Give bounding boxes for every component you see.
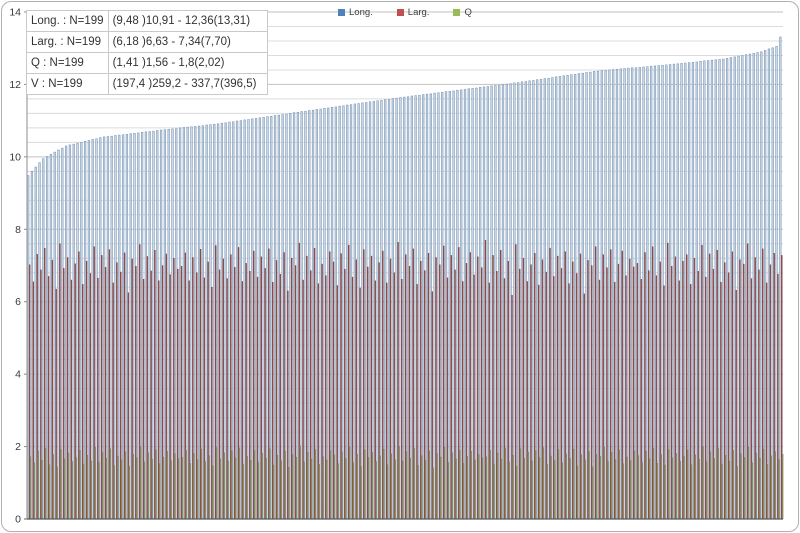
stats-larg-range: (6,18 )6,63 - 7,34(7,70) bbox=[107, 31, 268, 53]
legend-item-long[interactable]: Long. bbox=[338, 7, 373, 18]
stats-q-range: (1,41 )1,56 - 1,8(2,02) bbox=[107, 52, 268, 74]
stats-v-range: (197,4 )259,2 - 337,7(396,5) bbox=[107, 73, 268, 95]
stats-q-name: Q : N=199 bbox=[26, 52, 109, 74]
legend-item-larg[interactable]: Larg. bbox=[396, 7, 430, 18]
y-tick-label-12: 12 bbox=[9, 79, 21, 91]
stats-v-name: V : N=199 bbox=[26, 73, 109, 95]
stats-larg-name: Larg. : N=199 bbox=[26, 31, 109, 53]
stats-row-q: Q : N=199 (1,41 )1,56 - 1,8(2,02) bbox=[26, 52, 268, 74]
stats-row-v: V : N=199 (197,4 )259,2 - 337,7(396,5) bbox=[26, 73, 268, 95]
y-tick-label-2: 2 bbox=[15, 441, 21, 453]
legend-label-long: Long. bbox=[349, 7, 373, 18]
stats-long-range: (9,48 )10,91 - 12,36(13,31) bbox=[107, 10, 268, 32]
y-tick-label-8: 8 bbox=[15, 224, 21, 236]
stats-long-name: Long. : N=199 bbox=[26, 10, 109, 32]
q-series-swatch-icon bbox=[453, 9, 461, 16]
larg-series-swatch-icon bbox=[396, 9, 404, 16]
y-axis-tick-labels: 0 2 4 6 8 10 12 14 bbox=[9, 7, 21, 526]
y-tick-label-14: 14 bbox=[9, 7, 21, 19]
y-tick-label-10: 10 bbox=[9, 151, 21, 163]
long-series-swatch-icon bbox=[338, 9, 345, 16]
legend: Long. Larg. Q bbox=[338, 7, 472, 18]
stats-box[interactable]: Long. : N=199 (9,48 )10,91 - 12,36(13,31… bbox=[26, 10, 268, 95]
y-tick-label-6: 6 bbox=[15, 296, 21, 308]
y-tick-label-4: 4 bbox=[15, 369, 21, 381]
axes bbox=[24, 11, 783, 520]
y-tick-label-0: 0 bbox=[15, 514, 21, 526]
legend-label-q: Q bbox=[464, 7, 472, 18]
legend-item-q[interactable]: Q bbox=[453, 7, 472, 18]
stats-row-larg: Larg. : N=199 (6,18 )6,63 - 7,34(7,70) bbox=[26, 31, 268, 53]
stats-row-long: Long. : N=199 (9,48 )10,91 - 12,36(13,31… bbox=[26, 10, 268, 32]
legend-label-larg: Larg. bbox=[407, 7, 430, 18]
